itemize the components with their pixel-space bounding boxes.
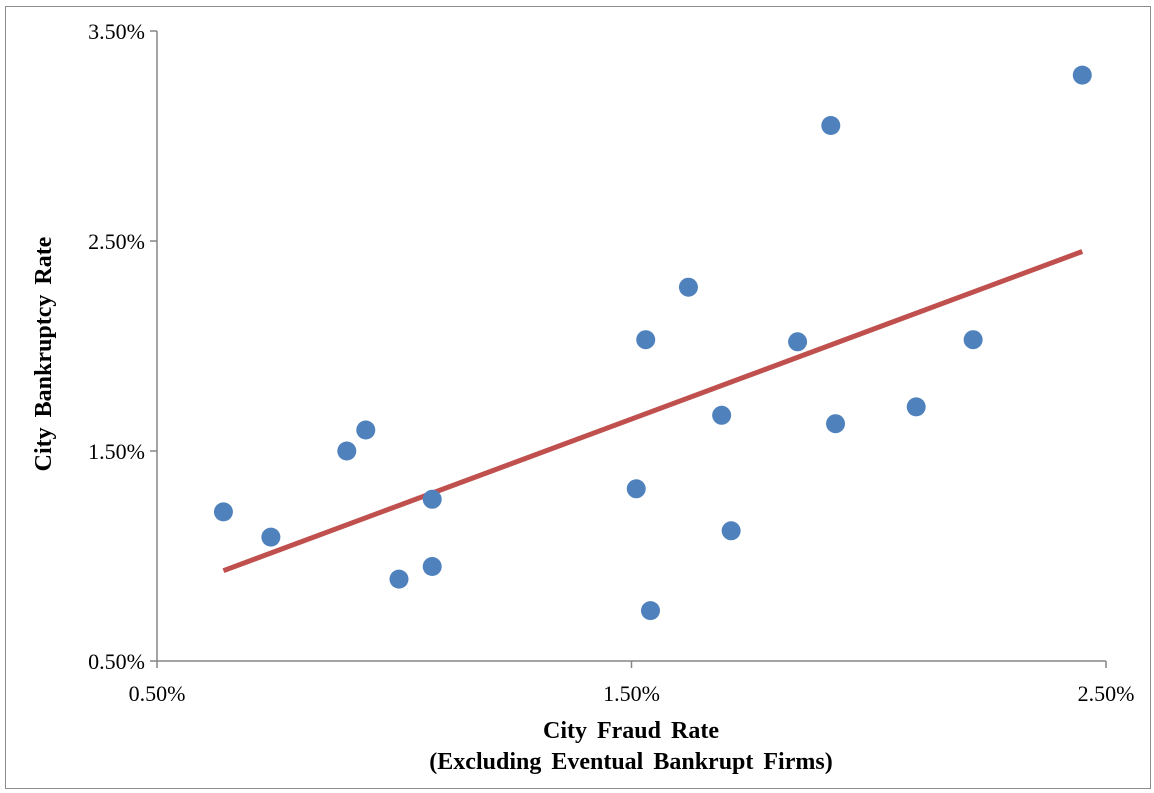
x-axis-subtitle: (Excluding Eventual Bankrupt Firms): [429, 749, 832, 775]
y-tick-label: 0.50%: [88, 649, 145, 674]
x-axis-title: City Fraud Rate: [543, 718, 719, 744]
data-point: [261, 527, 281, 547]
y-axis-title: City Bankruptcy Rate: [31, 236, 57, 471]
x-tick-label: 0.50%: [129, 681, 186, 706]
x-tick-label: 1.50%: [603, 681, 660, 706]
y-tick-label: 1.50%: [88, 439, 145, 464]
trendline-group: [222, 249, 1084, 574]
data-point: [626, 479, 646, 499]
data-point: [788, 332, 808, 352]
data-point: [721, 521, 741, 541]
axes: [156, 31, 1106, 662]
x-ticks: 0.50% 1.50% 2.50%: [129, 661, 1135, 706]
data-point: [640, 601, 660, 621]
data-point: [389, 569, 409, 589]
data-point: [422, 489, 442, 509]
chart-frame: [5, 6, 1151, 789]
data-point: [712, 405, 732, 425]
data-point: [213, 502, 233, 522]
data-point: [636, 330, 656, 350]
data-point: [422, 557, 442, 576]
x-tick-label: 2.50%: [1078, 681, 1135, 706]
y-tick-label: 3.50%: [88, 19, 145, 44]
data-point: [963, 330, 983, 350]
y-tick-label: 2.50%: [88, 229, 145, 254]
trendline: [222, 249, 1084, 574]
data-point: [906, 397, 926, 417]
data-point: [337, 441, 357, 461]
data-point: [678, 277, 698, 297]
data-point: [1072, 65, 1092, 85]
data-points: [213, 65, 1092, 621]
data-point: [821, 116, 841, 135]
y-ticks: 0.50% 1.50% 2.50% 3.50%: [88, 19, 157, 674]
data-point: [826, 414, 846, 434]
data-point: [356, 420, 376, 440]
